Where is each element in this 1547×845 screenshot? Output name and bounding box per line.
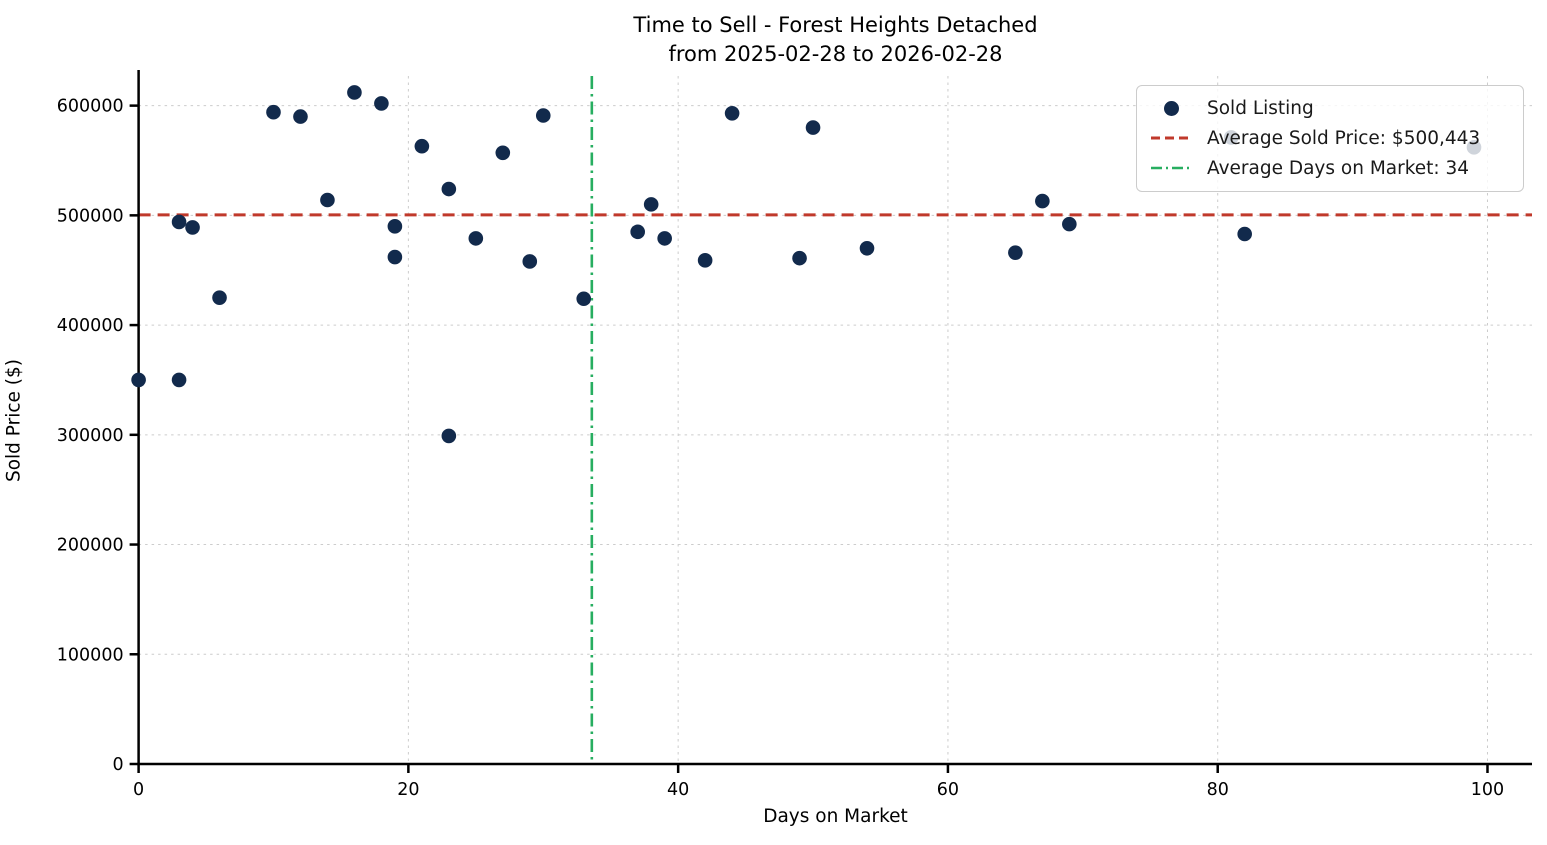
- sold-listing-marker-icon: [1149, 100, 1193, 116]
- sold-listing-point: [1062, 216, 1077, 232]
- sold-listing-point: [1237, 226, 1252, 242]
- sold-listing-point: [131, 372, 146, 388]
- sold-listing-point: [212, 290, 227, 305]
- y-tick-label: 600000: [57, 97, 124, 117]
- sold-listing-point: [522, 254, 538, 269]
- x-tick-label: 0: [133, 780, 144, 800]
- sold-listing-point: [859, 240, 875, 256]
- sold-listing-point: [347, 85, 362, 100]
- sold-listing-point: [441, 181, 457, 197]
- legend-label-avg-price: Average Sold Price: $500,443: [1207, 127, 1481, 149]
- x-tick-label: 60: [937, 780, 959, 800]
- sold-listing-point: [576, 291, 592, 307]
- sold-listing-point: [805, 120, 821, 135]
- x-tick-label: 40: [667, 780, 689, 800]
- sold-listing-point: [387, 249, 403, 265]
- sold-listing-point: [387, 219, 403, 234]
- dashdot-line-icon: [1149, 165, 1193, 171]
- y-tick-label: 500000: [57, 206, 124, 226]
- sold-listing-point: [697, 253, 713, 268]
- sold-listing-point: [171, 214, 187, 230]
- chart-title-line2: from 2025-02-28 to 2026-02-28: [668, 42, 1003, 66]
- y-tick-label: 0: [112, 755, 123, 775]
- sold-listing-point: [535, 108, 551, 123]
- y-tick-label: 100000: [57, 645, 124, 665]
- dashed-line-icon: [1149, 135, 1193, 141]
- sold-listing-point: [441, 428, 457, 444]
- x-tick-label: 20: [397, 780, 419, 800]
- sold-listing-point: [1008, 245, 1023, 260]
- legend-item-avg-days: Average Days on Market: 34: [1149, 153, 1511, 183]
- y-tick-label: 200000: [57, 536, 124, 556]
- sold-listing-point: [1035, 193, 1050, 209]
- legend-item-avg-price: Average Sold Price: $500,443: [1149, 123, 1511, 153]
- scatter-dot-icon: [1163, 100, 1179, 116]
- sold-listing-point: [630, 224, 645, 240]
- sold-listing-point: [185, 220, 200, 235]
- sold-listing-point: [320, 192, 335, 208]
- legend-label-avg-days: Average Days on Market: 34: [1207, 157, 1470, 179]
- sold-listing-point: [792, 250, 807, 266]
- chart-title-line1: Time to Sell - Forest Heights Detached: [633, 13, 1038, 37]
- legend-label-sold-listing: Sold Listing: [1207, 97, 1314, 119]
- sold-listing-point: [374, 96, 389, 111]
- avg-price-swatch: [1151, 136, 1191, 140]
- legend-item-sold-listing: Sold Listing: [1149, 93, 1511, 123]
- sold-listing-point: [414, 138, 430, 154]
- x-tick-label: 80: [1207, 780, 1229, 800]
- sold-listing-point: [495, 145, 511, 161]
- sold-listing-point: [657, 231, 672, 246]
- y-tick-label: 400000: [57, 316, 124, 336]
- sold-listing-point: [468, 231, 484, 246]
- avg-days-swatch: [1151, 166, 1191, 170]
- sold-listing-point: [643, 197, 659, 212]
- sold-listing-point: [724, 106, 740, 121]
- y-axis-label: Sold Price ($): [3, 358, 25, 483]
- x-tick-label: 100: [1471, 780, 1504, 800]
- chart-title: Time to Sell - Forest Heights Detached f…: [139, 11, 1532, 69]
- sold-listing-point: [266, 104, 281, 120]
- legend: Sold Listing Average Sold Price: $500,44…: [1136, 85, 1524, 192]
- sold-listing-point: [293, 109, 308, 124]
- y-tick-label: 300000: [57, 426, 124, 446]
- x-axis-label: Days on Market: [763, 806, 908, 827]
- sold-listing-point: [171, 372, 187, 388]
